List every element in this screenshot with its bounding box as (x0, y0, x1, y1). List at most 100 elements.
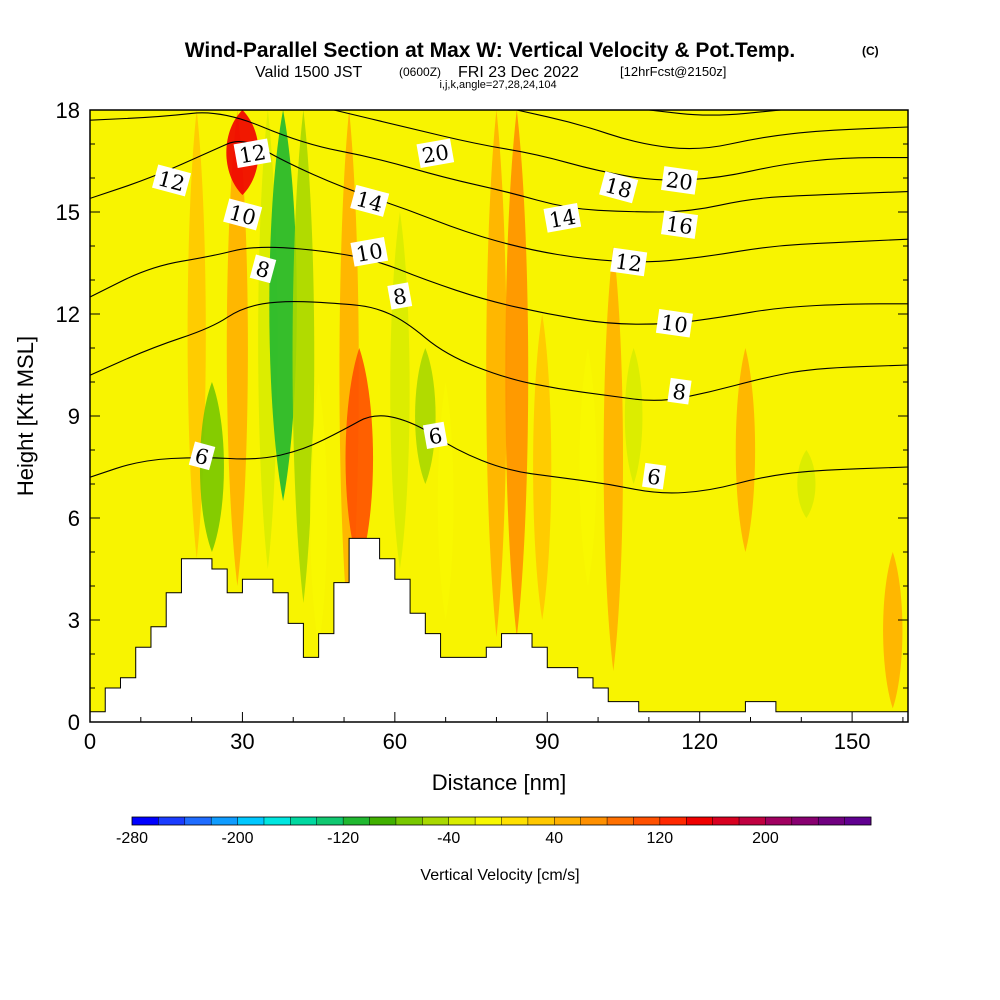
contour-label-text: 16 (664, 212, 694, 239)
colorbar-tick--120: -120 (327, 830, 359, 847)
y-tick-label-3: 3 (68, 608, 80, 633)
contour-label-box (422, 421, 448, 450)
contour-label-box (655, 308, 693, 338)
colorbar-swatch-21 (686, 817, 713, 825)
contour-label-box (350, 237, 389, 267)
contour-theta-12 (90, 140, 908, 263)
colorbar-ticks: -280 -200 -120 -40 40 120 200 (116, 830, 779, 847)
contour-label-1: 6 (422, 421, 448, 450)
contour-label-0: 6 (188, 441, 216, 471)
velocity-band-16 (579, 348, 597, 586)
contour-theta-18 (516, 110, 908, 150)
colorbar-swatch-24 (765, 817, 793, 825)
colorbar-swatch-16 (554, 817, 581, 825)
velocity-band-19 (735, 348, 756, 552)
velocity-band-9 (345, 348, 374, 569)
contour-label-box (350, 184, 390, 217)
colorbar-swatch-6 (290, 817, 318, 825)
contour-label-box (667, 377, 692, 405)
colorbar-swatch-19 (633, 817, 661, 825)
contour-label-2: 6 (642, 462, 667, 490)
contour-label-text: 8 (671, 379, 688, 405)
colorbar-swatch-0 (132, 817, 159, 825)
contour-label-box (249, 254, 277, 284)
x-tick-label-0: 0 (84, 729, 96, 754)
contour-label-box (416, 138, 455, 168)
velocity-band-6 (292, 110, 315, 603)
contour-label-box (387, 282, 413, 310)
y-tick-label-12: 12 (56, 302, 80, 327)
colorbar-swatch-7 (316, 817, 344, 825)
colorbar-tick--280: -280 (116, 830, 148, 847)
subtitle-utc: (0600Z) (399, 65, 441, 79)
colorbar-swatch-13 (475, 817, 502, 825)
colorbar-swatch-10 (395, 817, 423, 825)
colorbar-swatch-8 (343, 817, 370, 825)
velocity-band-15 (533, 314, 552, 620)
x-axis-label: Distance [nm] (432, 770, 567, 795)
velocity-band-5 (269, 110, 297, 501)
velocity-band-21 (883, 552, 903, 709)
contour-label-13: 14 (543, 203, 582, 233)
contour-label-text: 20 (664, 168, 694, 195)
contour-label-text: 6 (427, 423, 444, 449)
y-axis: 0 3 6 9 12 15 18 (56, 98, 908, 735)
y-tick-label-9: 9 (68, 404, 80, 429)
contour-label-text: 10 (659, 310, 689, 337)
contour-label-text: 14 (547, 205, 577, 233)
velocity-band-7 (310, 382, 328, 648)
colorbar-swatch-15 (527, 817, 555, 825)
subtitle-forecast: [12hrFcst@2150z] (620, 64, 726, 79)
chart-title: Wind-Parallel Section at Max W: Vertical… (185, 39, 796, 62)
contour-label-text: 8 (253, 256, 272, 283)
velocity-band-2 (226, 110, 248, 586)
velocity-band-11 (415, 348, 436, 484)
colorbar-tick--40: -40 (437, 830, 460, 847)
contour-label-text: 6 (646, 464, 663, 490)
contour-label-text: 12 (614, 249, 644, 276)
velocity-band-1 (199, 382, 224, 552)
velocity-band-18 (624, 348, 643, 484)
contour-label-7: 10 (350, 237, 389, 267)
colorbar-swatch-12 (448, 817, 476, 825)
velocity-band-17 (603, 246, 624, 671)
contour-theta-8 (90, 300, 908, 401)
chart-title-suffix: (C) (862, 44, 879, 58)
chart-subtitle: Valid 1500 JST (0600Z) FRI 23 Dec 2022 [… (255, 64, 726, 81)
colorbar-swatch-22 (712, 817, 740, 825)
colorbar-tick-120: 120 (647, 830, 674, 847)
contour-label-5: 8 (667, 377, 692, 405)
colorbar-swatch-20 (659, 817, 687, 825)
contour-label-box (543, 203, 582, 233)
colorbar-swatch-25 (791, 817, 819, 825)
contour-theta-16 (333, 110, 908, 181)
contour-label-box (152, 164, 192, 197)
colorbar-swatch-11 (422, 817, 450, 825)
contour-label-box (223, 198, 263, 231)
colorbar-tick-40: 40 (545, 830, 563, 847)
contour-label-11: 12 (610, 247, 648, 277)
colorbar-swatch-3 (211, 817, 238, 825)
contour-label-text: 12 (237, 140, 267, 168)
chart-grid-info: i,j,k,angle=27,28,24,104 (439, 79, 556, 91)
colorbar-swatch-1 (158, 817, 186, 825)
colorbar-swatch-27 (844, 817, 872, 825)
contour-label-10: 12 (233, 138, 272, 168)
x-tick-label-30: 30 (230, 729, 254, 754)
colorbar-swatch-14 (501, 817, 529, 825)
subtitle-valid: Valid 1500 JST (255, 64, 363, 81)
colorbar-swatch-18 (607, 817, 634, 825)
contour-label-box (610, 247, 648, 277)
contour-label-3: 8 (249, 254, 277, 284)
contour-label-text: 20 (420, 140, 450, 168)
colorbar-tick-200: 200 (752, 830, 779, 847)
contour-label-4: 8 (387, 282, 413, 310)
y-tick-label-6: 6 (68, 506, 80, 531)
contour-label-box (642, 462, 667, 490)
contour-label-box (233, 138, 272, 168)
colorbar-swatch-5 (263, 817, 291, 825)
colorbar-swatch-17 (580, 817, 608, 825)
terrain (90, 537, 908, 722)
